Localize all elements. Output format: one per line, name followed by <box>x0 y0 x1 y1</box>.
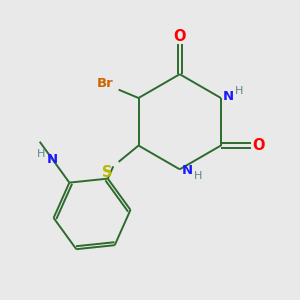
Text: S: S <box>102 165 112 180</box>
Text: O: O <box>173 29 186 44</box>
Text: H: H <box>235 86 244 96</box>
Text: N: N <box>47 153 58 166</box>
Text: H: H <box>37 149 46 159</box>
Text: Br: Br <box>97 77 113 90</box>
Text: N: N <box>223 90 234 103</box>
Text: H: H <box>194 171 202 181</box>
Text: O: O <box>253 138 265 153</box>
Text: N: N <box>182 164 193 177</box>
